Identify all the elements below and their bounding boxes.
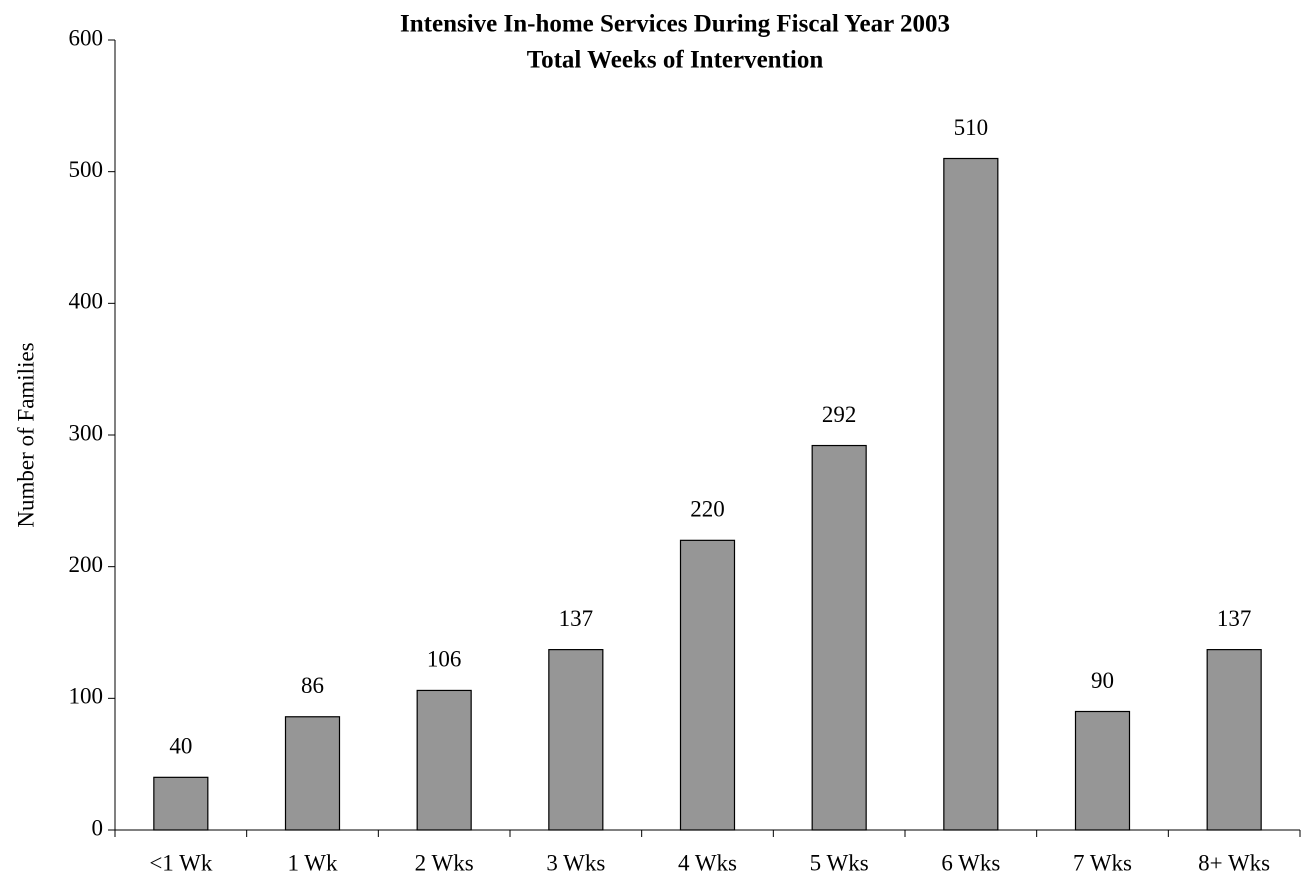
x-tick-label: 2 Wks: [415, 850, 474, 875]
y-tick-label: 600: [69, 25, 104, 50]
y-tick-label: 300: [69, 420, 104, 445]
x-tick-label: 6 Wks: [941, 850, 1000, 875]
bar: [153, 776, 209, 831]
bar: [416, 689, 472, 831]
data-label: 220: [690, 497, 725, 522]
data-label: 510: [954, 115, 989, 140]
data-label: 106: [427, 647, 462, 672]
chart-subtitle: Total Weeks of Intervention: [527, 47, 824, 74]
y-tick-label: 0: [92, 815, 104, 840]
y-tick-label: 200: [69, 552, 104, 577]
bar: [1074, 710, 1131, 831]
data-label: 90: [1091, 668, 1114, 693]
y-tick-label: 100: [69, 684, 104, 709]
x-tick-label: 7 Wks: [1073, 850, 1132, 875]
data-label: 86: [301, 673, 324, 698]
bar: [284, 716, 341, 831]
bar: [679, 539, 736, 831]
x-tick-label: 1 Wk: [287, 850, 338, 875]
x-tick-label: <1 Wk: [149, 850, 213, 875]
data-label: 137: [559, 606, 594, 631]
data-label: 137: [1217, 606, 1252, 631]
data-label: 292: [822, 402, 857, 427]
bar: [1206, 649, 1262, 831]
y-axis-label: Number of Families: [13, 342, 38, 527]
x-tick-label: 5 Wks: [810, 850, 869, 875]
chart-title: Intensive In-home Services During Fiscal…: [400, 11, 950, 38]
x-tick-label: 3 Wks: [546, 850, 605, 875]
y-tick-label: 500: [69, 157, 104, 182]
x-tick-label: 8+ Wks: [1198, 850, 1270, 875]
bar: [943, 157, 999, 831]
x-tick-label: 4 Wks: [678, 850, 737, 875]
bar: [811, 444, 867, 831]
bar: [548, 649, 604, 831]
y-tick-label: 400: [69, 289, 104, 314]
data-label: 40: [169, 734, 192, 759]
